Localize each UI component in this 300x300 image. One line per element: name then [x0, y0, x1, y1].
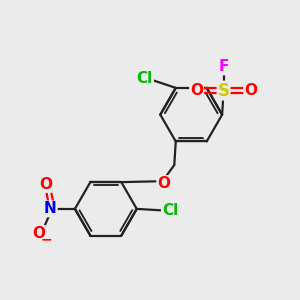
Text: Cl: Cl — [137, 71, 153, 86]
Text: O: O — [157, 176, 170, 191]
Text: O: O — [39, 177, 52, 192]
Text: O: O — [244, 83, 257, 98]
Text: O: O — [190, 83, 203, 98]
Text: −: − — [40, 232, 52, 246]
Text: S: S — [218, 82, 230, 100]
Text: F: F — [218, 59, 229, 74]
Text: O: O — [32, 226, 45, 241]
Text: Cl: Cl — [162, 203, 178, 218]
Text: N: N — [44, 201, 57, 216]
